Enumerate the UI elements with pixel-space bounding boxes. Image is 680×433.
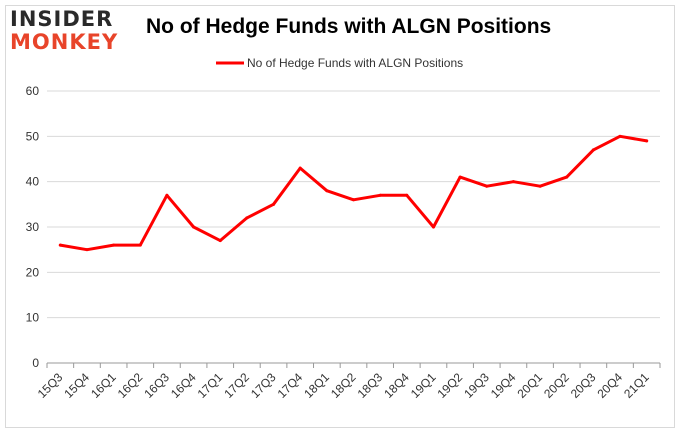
x-tick-label: 20Q1 <box>514 370 545 401</box>
data-point <box>618 134 622 138</box>
x-tick-label: 17Q4 <box>275 370 306 401</box>
data-point <box>565 175 569 179</box>
x-tick-label: 18Q1 <box>301 370 332 401</box>
data-point <box>485 184 489 188</box>
x-tick-label: 19Q1 <box>408 370 439 401</box>
x-tick-label: 18Q4 <box>381 370 412 401</box>
x-tick-label: 17Q3 <box>248 370 279 401</box>
logo-line-2: MONKEY <box>10 30 119 54</box>
data-point <box>325 189 329 193</box>
y-tick-label: 10 <box>26 311 40 325</box>
chart-frame <box>5 5 675 428</box>
data-point <box>405 193 409 197</box>
data-point <box>112 243 116 247</box>
series-line <box>58 134 649 252</box>
data-point <box>272 202 276 206</box>
data-point <box>245 216 249 220</box>
x-tick-label: 18Q2 <box>328 370 359 401</box>
x-tick-label: 17Q2 <box>221 370 252 401</box>
legend-label: No of Hedge Funds with ALGN Positions <box>247 56 463 70</box>
x-tick-label: 19Q4 <box>488 370 519 401</box>
y-tick-label: 40 <box>26 175 40 189</box>
y-tick-label: 30 <box>26 220 40 234</box>
y-tick-label: 0 <box>32 356 39 370</box>
x-tick-label: 20Q2 <box>541 370 572 401</box>
data-point <box>431 225 435 229</box>
x-tick-label: 21Q1 <box>621 370 652 401</box>
x-tick-label: 17Q1 <box>195 370 226 401</box>
y-tick-label: 20 <box>26 265 40 279</box>
x-tick-label: 15Q4 <box>61 370 92 401</box>
data-point <box>138 243 142 247</box>
y-tick-label: 60 <box>26 84 40 98</box>
data-point <box>645 139 649 143</box>
logo-line-1: INSIDER <box>10 7 114 31</box>
data-point <box>458 175 462 179</box>
x-tick-label: 16Q3 <box>141 370 172 401</box>
data-point <box>511 180 515 184</box>
data-point <box>58 243 62 247</box>
x-tick-label: 16Q2 <box>115 370 146 401</box>
data-point <box>591 148 595 152</box>
data-point <box>85 248 89 252</box>
x-tick-label: 20Q4 <box>594 370 625 401</box>
x-tick-label: 20Q3 <box>568 370 599 401</box>
insider-monkey-logo: INSIDER MONKEY <box>10 8 130 56</box>
y-tick-label: 50 <box>26 129 40 143</box>
data-point <box>378 193 382 197</box>
data-point <box>352 198 355 202</box>
x-tick-label: 19Q3 <box>461 370 492 401</box>
data-point <box>298 166 302 170</box>
x-tick-label: 15Q3 <box>35 370 66 401</box>
data-point <box>165 193 169 197</box>
data-point <box>218 239 222 243</box>
x-tick-label: 16Q4 <box>168 370 199 401</box>
data-point <box>538 184 542 188</box>
chart-title: No of Hedge Funds with ALGN Positions <box>146 15 552 38</box>
x-tick-label: 19Q2 <box>435 370 466 401</box>
x-tick-label: 18Q3 <box>355 370 386 401</box>
x-tick-label: 16Q1 <box>88 370 119 401</box>
data-point <box>192 225 196 229</box>
